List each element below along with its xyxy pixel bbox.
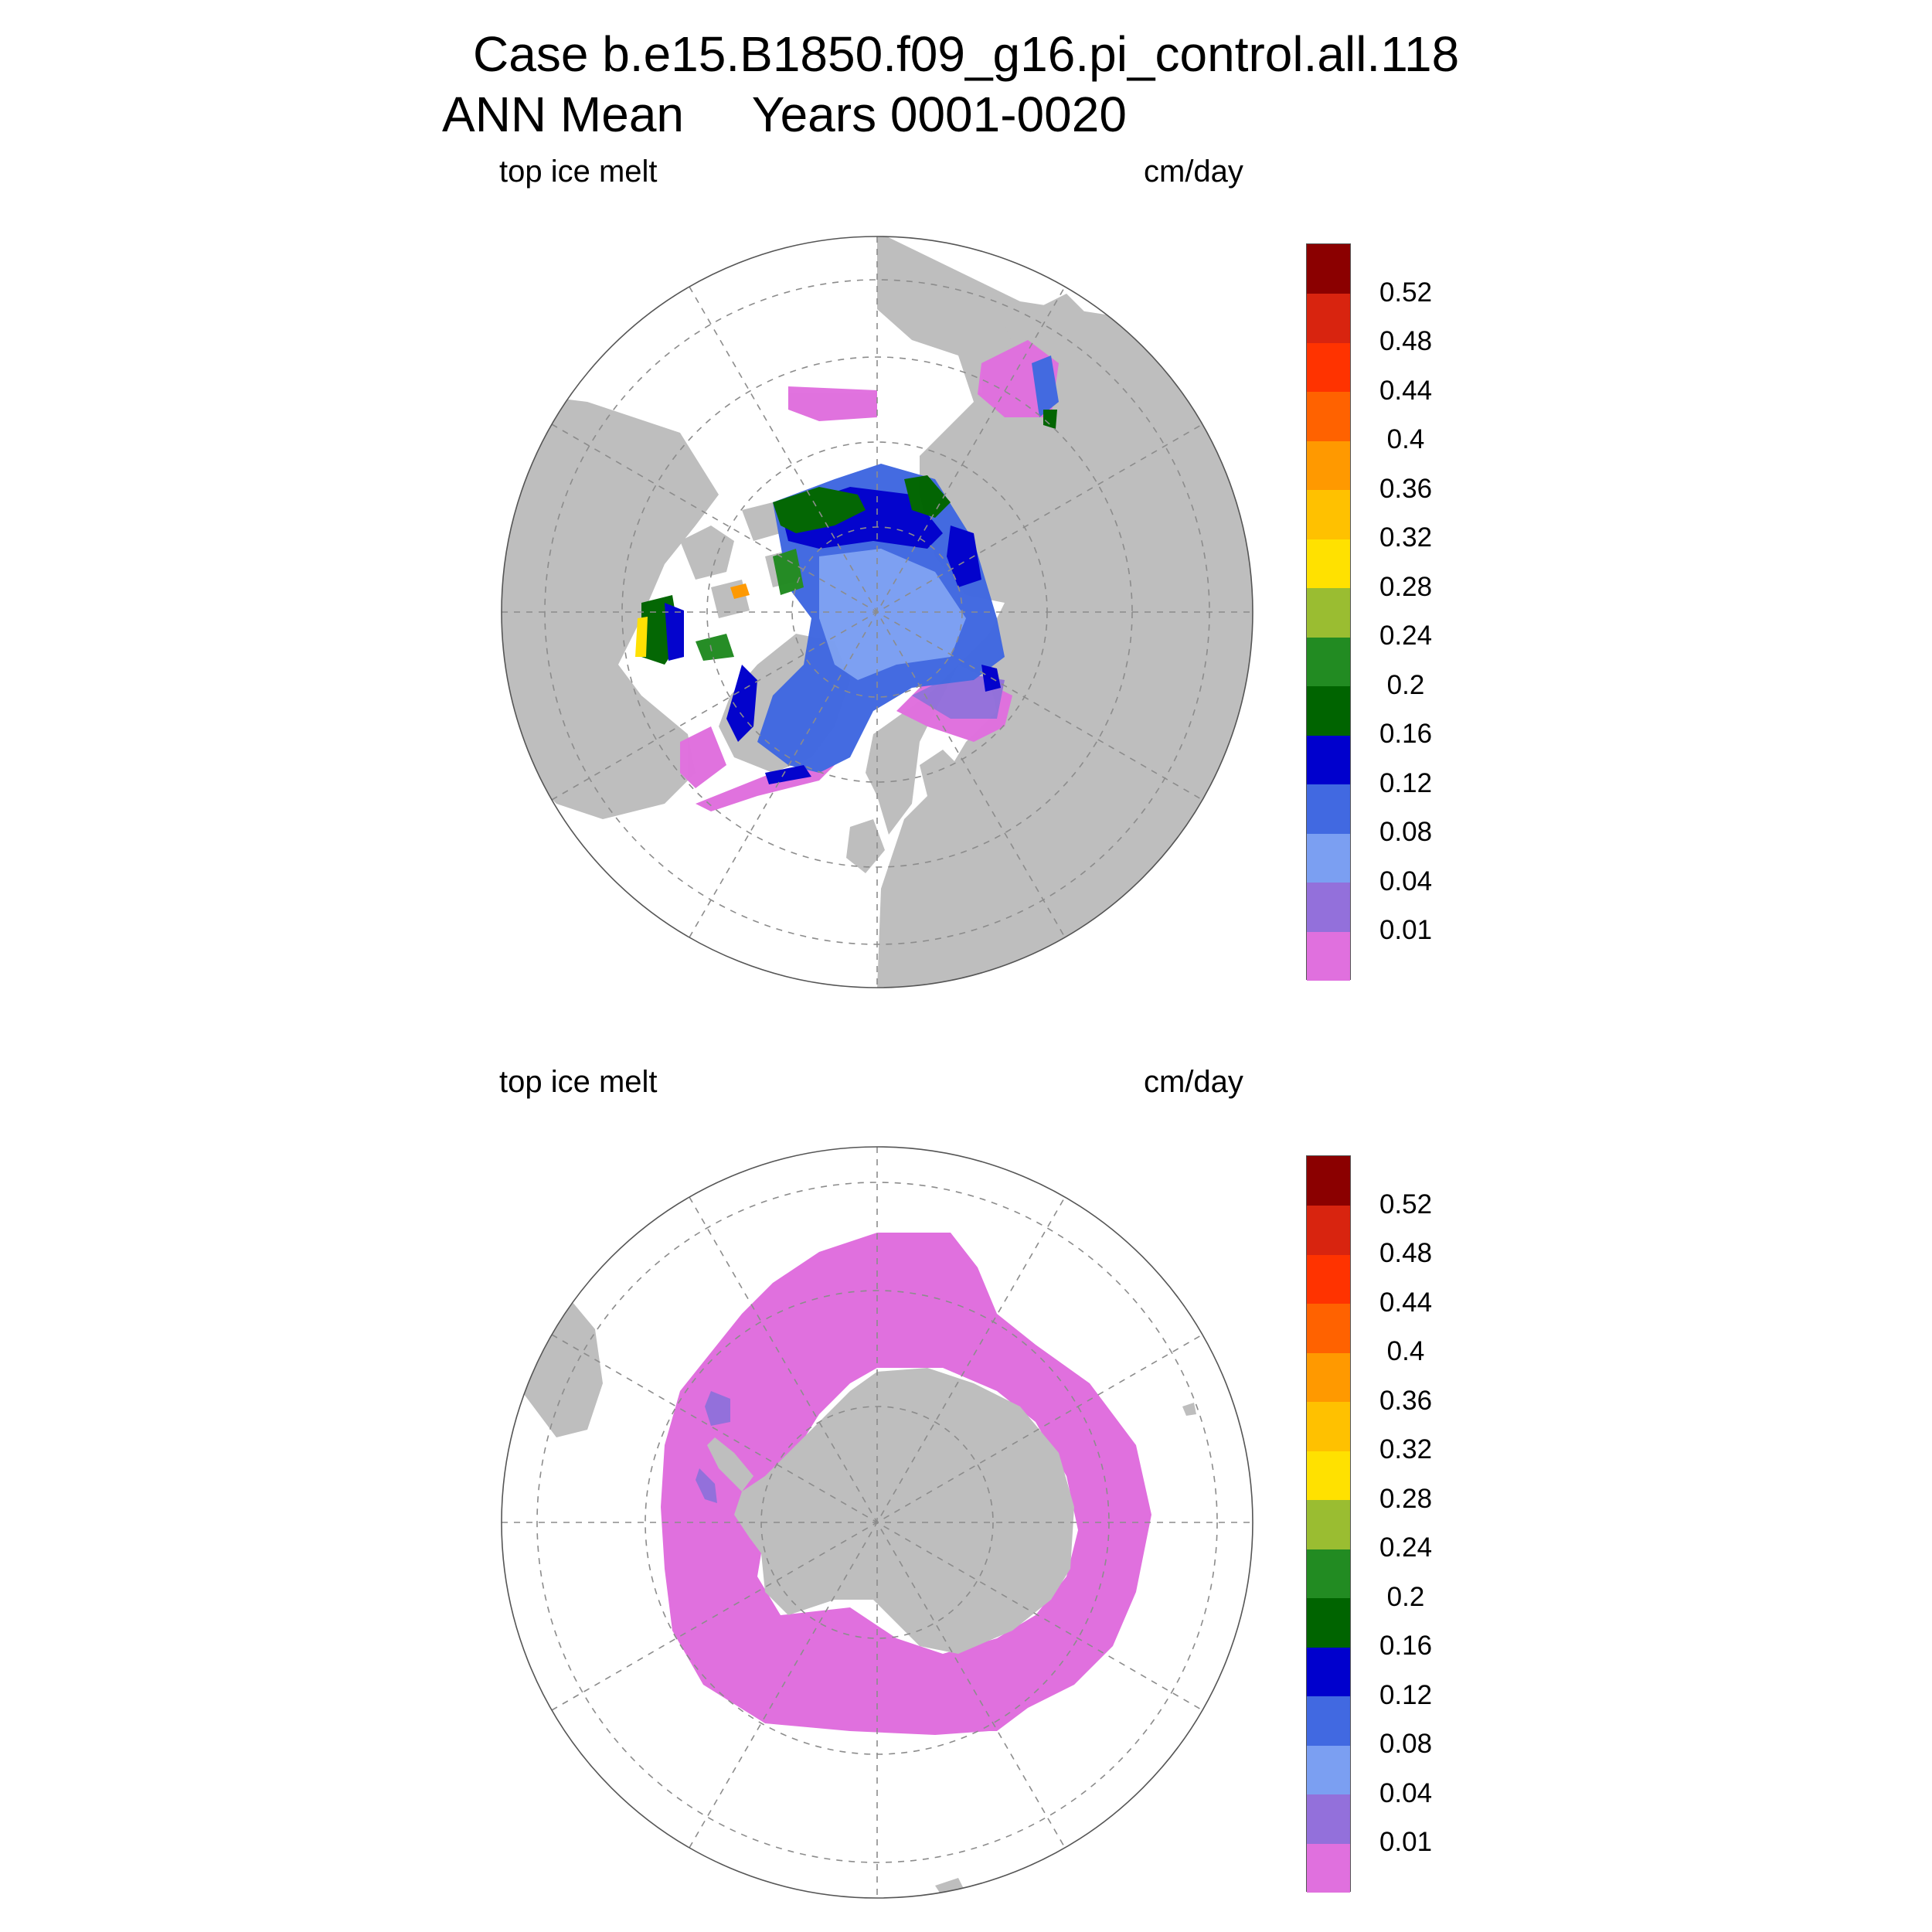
colorbar-tick-label: 0.28 — [1379, 571, 1433, 602]
colorbar-swatch — [1307, 1303, 1350, 1353]
colorbar-swatch — [1307, 489, 1350, 539]
colorbar-swatch — [1307, 391, 1350, 441]
colorbar-swatch — [1307, 735, 1350, 784]
north-panel-units-label: cm/day — [1144, 155, 1243, 189]
colorbar-swatch — [1307, 1549, 1350, 1598]
colorbar-swatch — [1307, 1745, 1350, 1794]
colorbar-swatch — [1307, 1843, 1350, 1893]
south-panel-units-label: cm/day — [1144, 1065, 1243, 1099]
south-graticule — [502, 1147, 1253, 1898]
colorbar-swatch — [1307, 440, 1350, 490]
south-polar-map — [502, 1147, 1253, 1898]
colorbar-tick-label: 0.24 — [1379, 621, 1433, 651]
colorbar-tick-label: 0.44 — [1379, 375, 1433, 406]
colorbar-swatch — [1307, 685, 1350, 736]
colorbar-swatch — [1307, 1696, 1350, 1746]
south-panel-variable-label: top ice melt — [499, 1065, 658, 1099]
colorbar-tick-label: 0.4 — [1386, 424, 1425, 454]
north-graticule — [502, 236, 1253, 988]
colorbar-tick-label: 0.2 — [1386, 669, 1425, 700]
colorbar-tick-label: 0.12 — [1379, 1679, 1433, 1710]
colorbar-swatch — [1307, 293, 1350, 343]
colorbar-swatch — [1307, 1156, 1350, 1206]
colorbar-tick-label: 0.32 — [1379, 522, 1433, 553]
south-sea-ice — [661, 1233, 1151, 1735]
colorbar-tick-label: 0.01 — [1379, 1827, 1433, 1857]
colorbar-swatch — [1307, 1451, 1350, 1500]
plot-title-case: Case b.e15.B1850.f09_g16.pi_control.all.… — [473, 26, 1460, 82]
colorbar-swatch — [1307, 882, 1350, 932]
colorbar-tick-label: 0.12 — [1379, 767, 1433, 798]
colorbar-swatch — [1307, 342, 1350, 392]
colorbar-tick-label: 0.16 — [1379, 719, 1433, 749]
colorbar-swatches — [1306, 243, 1351, 981]
colorbar-tick-label: 0.44 — [1379, 1287, 1433, 1318]
colorbar-tick-label: 0.48 — [1379, 326, 1433, 356]
colorbar-swatch — [1307, 1794, 1350, 1844]
colorbar-tick-label: 0.4 — [1386, 1336, 1425, 1366]
south-map-boundary — [501, 1146, 1253, 1899]
colorbar-swatch — [1307, 1597, 1350, 1648]
colorbar-swatch — [1307, 1499, 1350, 1549]
colorbar-swatch — [1307, 637, 1350, 686]
north-panel-variable-label: top ice melt — [499, 155, 658, 189]
colorbar-tick-label: 0.24 — [1379, 1532, 1433, 1563]
colorbar-swatch — [1307, 1352, 1350, 1402]
colorbar-swatches — [1306, 1155, 1351, 1893]
colorbar-tick-label: 0.01 — [1379, 915, 1433, 945]
colorbar-tick-label: 0.08 — [1379, 1729, 1433, 1759]
colorbar-swatch — [1307, 833, 1350, 883]
colorbar-swatch — [1307, 1205, 1350, 1255]
colorbar-tick-label: 0.04 — [1379, 866, 1433, 896]
plot-title-period: ANN Mean Years 0001-0020 — [442, 87, 1127, 142]
colorbar-tick-label: 0.28 — [1379, 1483, 1433, 1514]
colorbar-tick-label: 0.04 — [1379, 1777, 1433, 1808]
colorbar-swatch — [1307, 1254, 1350, 1304]
colorbar-tick-label: 0.36 — [1379, 1385, 1433, 1416]
colorbar-tick-label: 0.32 — [1379, 1434, 1433, 1464]
colorbar-tick-label: 0.16 — [1379, 1631, 1433, 1661]
colorbar-swatch — [1307, 587, 1350, 638]
colorbar-swatch — [1307, 244, 1350, 294]
colorbar-tick-label: 0.36 — [1379, 473, 1433, 504]
colorbar-tick-label: 0.2 — [1386, 1581, 1425, 1612]
colorbar-tick-label: 0.48 — [1379, 1238, 1433, 1268]
colorbar-tick-label: 0.52 — [1379, 1189, 1433, 1219]
colorbar-swatch — [1307, 1647, 1350, 1696]
north-map-boundary — [501, 236, 1253, 988]
north-polar-map — [502, 236, 1253, 988]
colorbar-swatch — [1307, 1401, 1350, 1451]
colorbar-swatch — [1307, 784, 1350, 834]
colorbar-swatch — [1307, 539, 1350, 588]
colorbar-tick-label: 0.08 — [1379, 817, 1433, 847]
colorbar-swatch — [1307, 931, 1350, 981]
colorbar-tick-label: 0.52 — [1379, 277, 1433, 308]
